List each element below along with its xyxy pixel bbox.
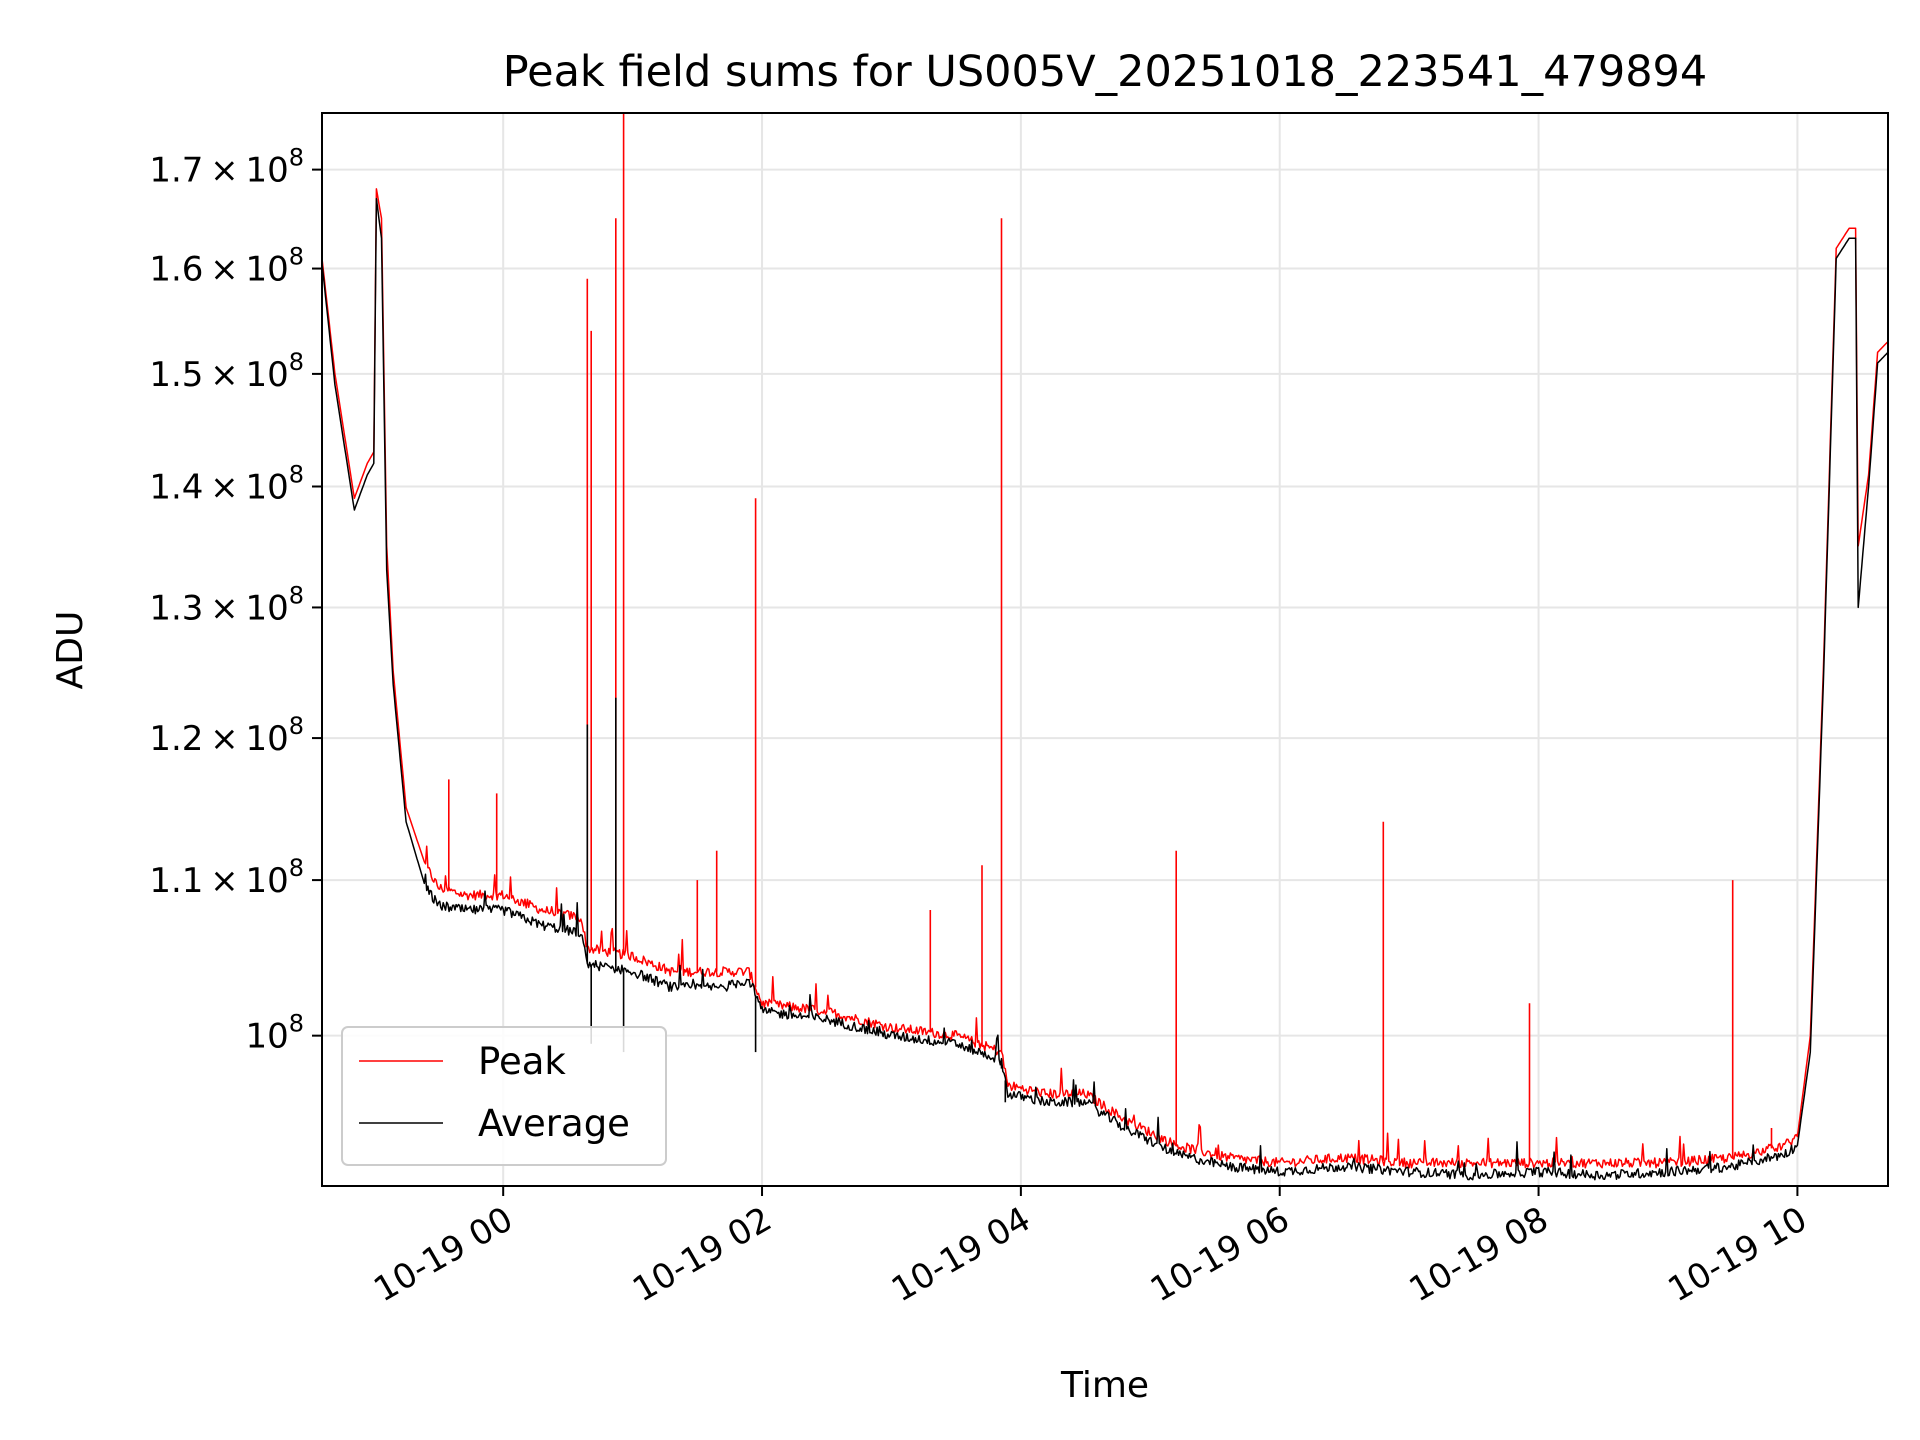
chart-title: Peak field sums for US005V_20251018_2235… [503,47,1708,97]
x-axis-label: Time [1060,1365,1149,1406]
y-tick-label: 1.6 × 108 [149,243,304,290]
y-tick-label: 1.7 × 108 [149,144,304,191]
y-tick-label: 1.3 × 108 [149,581,304,628]
y-axis: 108 1.1 × 108 1.2 × 108 1.3 × 108 1.4 × 108 1… [149,144,322,1057]
y-tick-label: 1.2 × 108 [149,712,304,759]
legend: Peak Average [341,1026,667,1166]
series-line-average [321,197,1889,1181]
legend-average-label: Average [478,1102,630,1145]
y-tick-label: 108 [245,1010,304,1057]
y-tick-label: 1.5 × 108 [149,348,304,395]
y-tick-label: 1.1 × 108 [149,854,304,901]
plot-frame [321,112,1889,1187]
y-axis-label: ADU [50,611,91,690]
y-tick-label: 1.4 × 108 [149,460,304,507]
legend-peak-label: Peak [478,1040,566,1083]
